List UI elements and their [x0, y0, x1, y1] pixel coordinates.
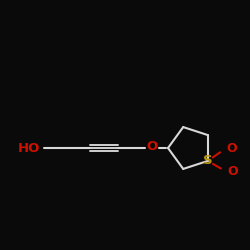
- Text: S: S: [203, 154, 212, 168]
- Text: O: O: [226, 142, 237, 155]
- Text: O: O: [146, 140, 158, 152]
- Text: HO: HO: [18, 142, 40, 154]
- Text: O: O: [227, 166, 238, 178]
